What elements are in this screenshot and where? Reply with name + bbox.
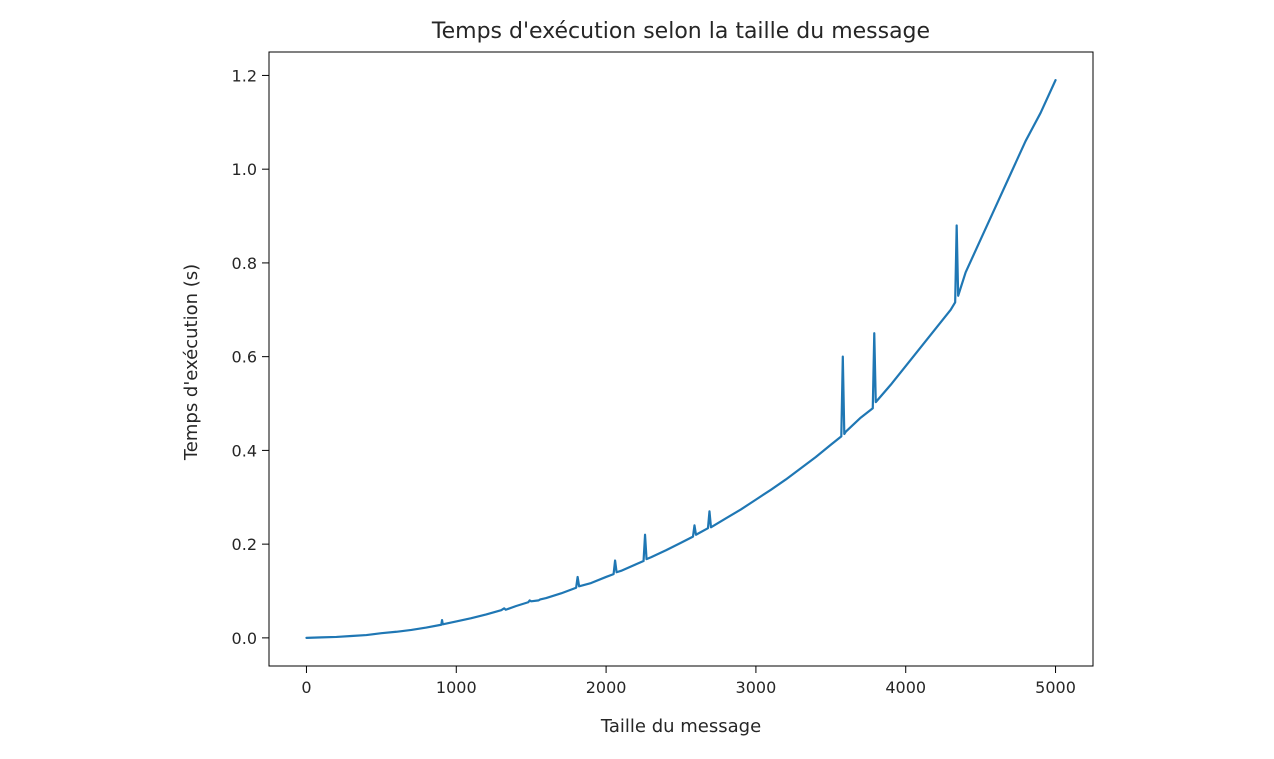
x-tick-label: 4000	[885, 678, 926, 697]
y-tick-label: 0.6	[232, 348, 257, 367]
plot-area	[269, 52, 1093, 666]
y-axis-ticks: 0.0 0.2 0.4 0.6 0.8 1.0 1.2	[232, 66, 269, 648]
chart-title: Temps d'exécution selon la taille du mes…	[431, 19, 930, 44]
plot-frame	[268, 51, 1094, 667]
x-axis-label: Taille du message	[600, 716, 761, 737]
x-tick-label: 0	[301, 678, 311, 697]
x-tick-label: 3000	[736, 678, 777, 697]
y-tick-label: 0.0	[232, 629, 257, 648]
x-axis-ticks: 0 1000 2000 3000 4000 5000	[301, 666, 1076, 697]
y-tick-label: 0.2	[232, 535, 257, 554]
series-line	[305, 79, 1057, 639]
y-tick-label: 0.8	[232, 254, 257, 273]
y-tick-label: 1.0	[232, 160, 257, 179]
y-axis-label: Temps d'exécution (s)	[181, 264, 202, 461]
y-tick-label: 0.4	[232, 441, 257, 460]
x-tick-label: 5000	[1035, 678, 1076, 697]
x-tick-label: 1000	[436, 678, 477, 697]
y-tick-label: 1.2	[232, 66, 257, 85]
x-tick-label: 2000	[586, 678, 627, 697]
